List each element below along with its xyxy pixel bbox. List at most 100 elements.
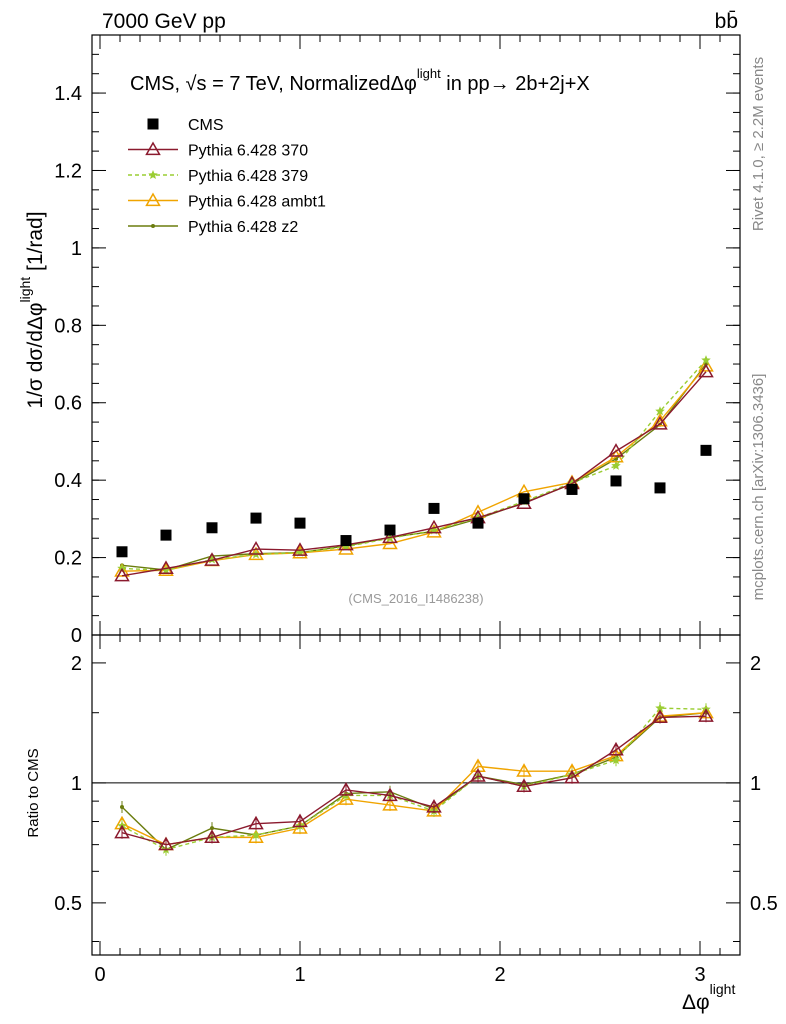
- data-point-pythia-6-428-ambt1: [698, 357, 714, 372]
- legend-marker-pythia-6-428-370: [145, 141, 161, 156]
- main-axis-ticks: 0 0.2 0.4 0.6 0.8 1 1.2 1.4: [54, 53, 740, 647]
- chart-title-tail: in pp→ 2b+2j+X: [441, 73, 590, 95]
- ratio-point-pythia-6-428-z2: [120, 805, 124, 810]
- ratio-point-pythia-6-428-370: [248, 815, 264, 830]
- y-axis-label-sup: light: [17, 277, 33, 303]
- data-point-cms: [610, 475, 622, 487]
- data-point-cms: [518, 493, 530, 505]
- y-tick-label: 1.4: [54, 83, 82, 105]
- ratio-point-pythia-6-428-370: [292, 813, 308, 828]
- ratio-line-pythia-6-428-z2: [121, 712, 707, 851]
- data-point-pythia-6-428-379: [295, 547, 305, 557]
- data-point-pythia-6-428-ambt1: [338, 541, 354, 555]
- y-tick-label: 1: [71, 238, 82, 260]
- legend-marker-pythia-6-428-z2: [151, 224, 155, 228]
- x-tick-label: 2: [494, 964, 505, 986]
- ratio-tick-label: 0.5: [54, 893, 82, 915]
- legend-label-pythia-6-428-z2: Pythia 6.428 z2: [188, 219, 298, 236]
- legend-label-pythia-6-428-370: Pythia 6.428 370: [188, 143, 308, 160]
- ratio-series-layer: [114, 702, 714, 856]
- y-tick-label: 1.2: [54, 160, 82, 182]
- ratio-point-pythia-6-428-ambt1: [292, 820, 308, 834]
- x-tick-label: 3: [694, 964, 705, 986]
- ratio-point-pythia-6-428-370: [470, 768, 486, 782]
- legend-label-cms: CMS: [188, 117, 224, 134]
- rivet-side-label: Rivet 4.1.0, ≥ 2.2M events: [750, 57, 767, 231]
- data-point-pythia-6-428-379: [567, 477, 577, 487]
- header-right-label: bb̄: [715, 10, 738, 33]
- data-point-cms: [700, 444, 712, 456]
- series-line-pythia-6-428-z2: [121, 363, 707, 571]
- ratio-tick-label: 1: [71, 773, 82, 795]
- data-point-pythia-6-428-379: [161, 565, 171, 575]
- data-point-cms: [340, 535, 352, 547]
- ratio-tick-label-right: 2: [750, 653, 761, 675]
- data-point-pythia-6-428-370: [698, 363, 714, 378]
- data-point-pythia-6-428-370: [114, 567, 130, 582]
- x-axis-label-sup: light: [710, 981, 736, 997]
- data-point-cms: [384, 524, 396, 536]
- data-point-pythia-6-428-370: [292, 542, 308, 556]
- ratio-line-pythia-6-428-ambt1: [121, 712, 707, 846]
- data-point-pythia-6-428-370: [248, 541, 264, 555]
- ratio-point-pythia-6-428-379: [251, 830, 261, 840]
- data-point-pythia-6-428-ambt1: [114, 563, 130, 577]
- data-point-pythia-6-428-379: [429, 525, 439, 535]
- data-point-pythia-6-428-379: [701, 355, 711, 365]
- ratio-point-pythia-6-428-370: [114, 824, 130, 839]
- ratio-tick-label-right: 0.5: [750, 893, 778, 915]
- data-point-cms: [160, 529, 172, 541]
- legend-marker-pythia-6-428-ambt1: [145, 192, 161, 207]
- ratio-tick-label-right: 1: [750, 773, 761, 795]
- y-tick-label: 0.2: [54, 548, 82, 570]
- ratio-line-pythia-6-428-379: [121, 707, 707, 851]
- ratio-plot-frame: [91, 634, 741, 956]
- ratio-point-pythia-6-428-370: [652, 709, 668, 724]
- data-point-pythia-6-428-ambt1: [426, 524, 442, 538]
- data-point-cms: [428, 502, 440, 514]
- ratio-point-pythia-6-428-z2: [210, 826, 214, 831]
- data-point-cms: [206, 522, 218, 534]
- ratio-point-pythia-6-428-370: [516, 778, 532, 793]
- data-point-pythia-6-428-370: [158, 560, 174, 575]
- data-point-cms: [472, 517, 484, 529]
- legend: CMS Pythia 6.428 370 Pythia 6.428 379 Pythi…: [128, 117, 326, 236]
- ratio-point-pythia-6-428-ambt1: [338, 791, 354, 805]
- ratio-point-pythia-6-428-370: [204, 829, 220, 843]
- y-tick-label: 0.8: [54, 315, 82, 337]
- main-series-layer: [114, 355, 714, 582]
- ratio-axis-ticks: 0.5 0.5 1 1 2 2: [54, 653, 778, 943]
- ratio-line-pythia-6-428-370: [121, 715, 707, 846]
- data-point-pythia-6-428-379: [207, 554, 217, 564]
- ratio-point-pythia-6-428-370: [338, 781, 354, 796]
- ratio-point-pythia-6-428-370: [382, 787, 398, 802]
- data-point-pythia-6-428-379: [611, 460, 621, 470]
- x-axis-label-main: Δφ: [682, 991, 710, 1014]
- y-tick-label: 0: [71, 625, 82, 647]
- ratio-point-pythia-6-428-ambt1: [382, 797, 398, 811]
- ratio-tick-label: 2: [71, 653, 82, 675]
- y-axis-label-main: 1/σ dσ/dΔφ: [24, 302, 47, 408]
- ratio-point-pythia-6-428-370: [564, 769, 580, 784]
- analysis-watermark: (CMS_2016_I1486238): [348, 591, 483, 606]
- data-point-pythia-6-428-370: [204, 552, 220, 566]
- x-tick-label: 1: [294, 964, 305, 986]
- x-axis-ticks: 0 1 2 3: [94, 35, 721, 986]
- chart-title-sup: light: [417, 66, 441, 81]
- y-axis-label: 1/σ dσ/dΔφlight [1/rad]: [17, 211, 47, 408]
- ratio-point-pythia-6-428-370: [158, 836, 174, 851]
- data-point-cms: [116, 546, 128, 558]
- chart-title: CMS, √s = 7 TeV, NormalizedΔφlight in pp…: [130, 66, 590, 95]
- data-point-cms: [250, 512, 262, 524]
- data-point-pythia-6-428-379: [655, 406, 665, 416]
- data-point-pythia-6-428-379: [341, 541, 351, 551]
- series-line-pythia-6-428-ambt1: [121, 365, 707, 572]
- ratio-point-pythia-6-428-379: [655, 703, 665, 713]
- x-tick-label: 0: [94, 964, 105, 986]
- chart-title-main: CMS, √s = 7 TeV, NormalizedΔφ: [130, 73, 417, 95]
- data-point-cms: [566, 483, 578, 495]
- ratio-point-pythia-6-428-370: [426, 798, 442, 813]
- data-point-pythia-6-428-370: [382, 529, 398, 544]
- data-point-pythia-6-428-370: [426, 519, 442, 534]
